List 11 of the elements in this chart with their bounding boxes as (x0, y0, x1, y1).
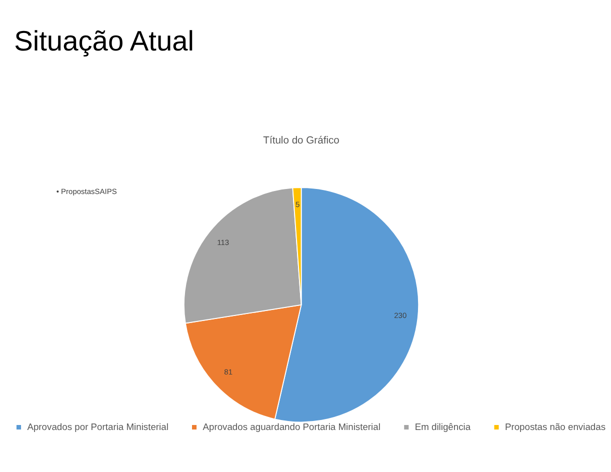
legend-label: Aprovados por Portaria Ministerial (27, 422, 168, 432)
legend-label: Em diligência (414, 422, 472, 432)
data-label: 81 (224, 368, 233, 377)
chart-subtitle: Título do Gráfico (263, 135, 340, 146)
text: • PropostasSAIPS (56, 187, 117, 196)
legend-label: Propostas não enviadas (504, 422, 606, 432)
chart-title: Situação Atual (14, 25, 194, 56)
legend-label: Aprovados aguardando Portaria Ministerial (202, 422, 380, 432)
data-label: 113 (217, 238, 230, 247)
data-label: 5 (296, 200, 300, 210)
data-label: 230 (394, 311, 407, 320)
